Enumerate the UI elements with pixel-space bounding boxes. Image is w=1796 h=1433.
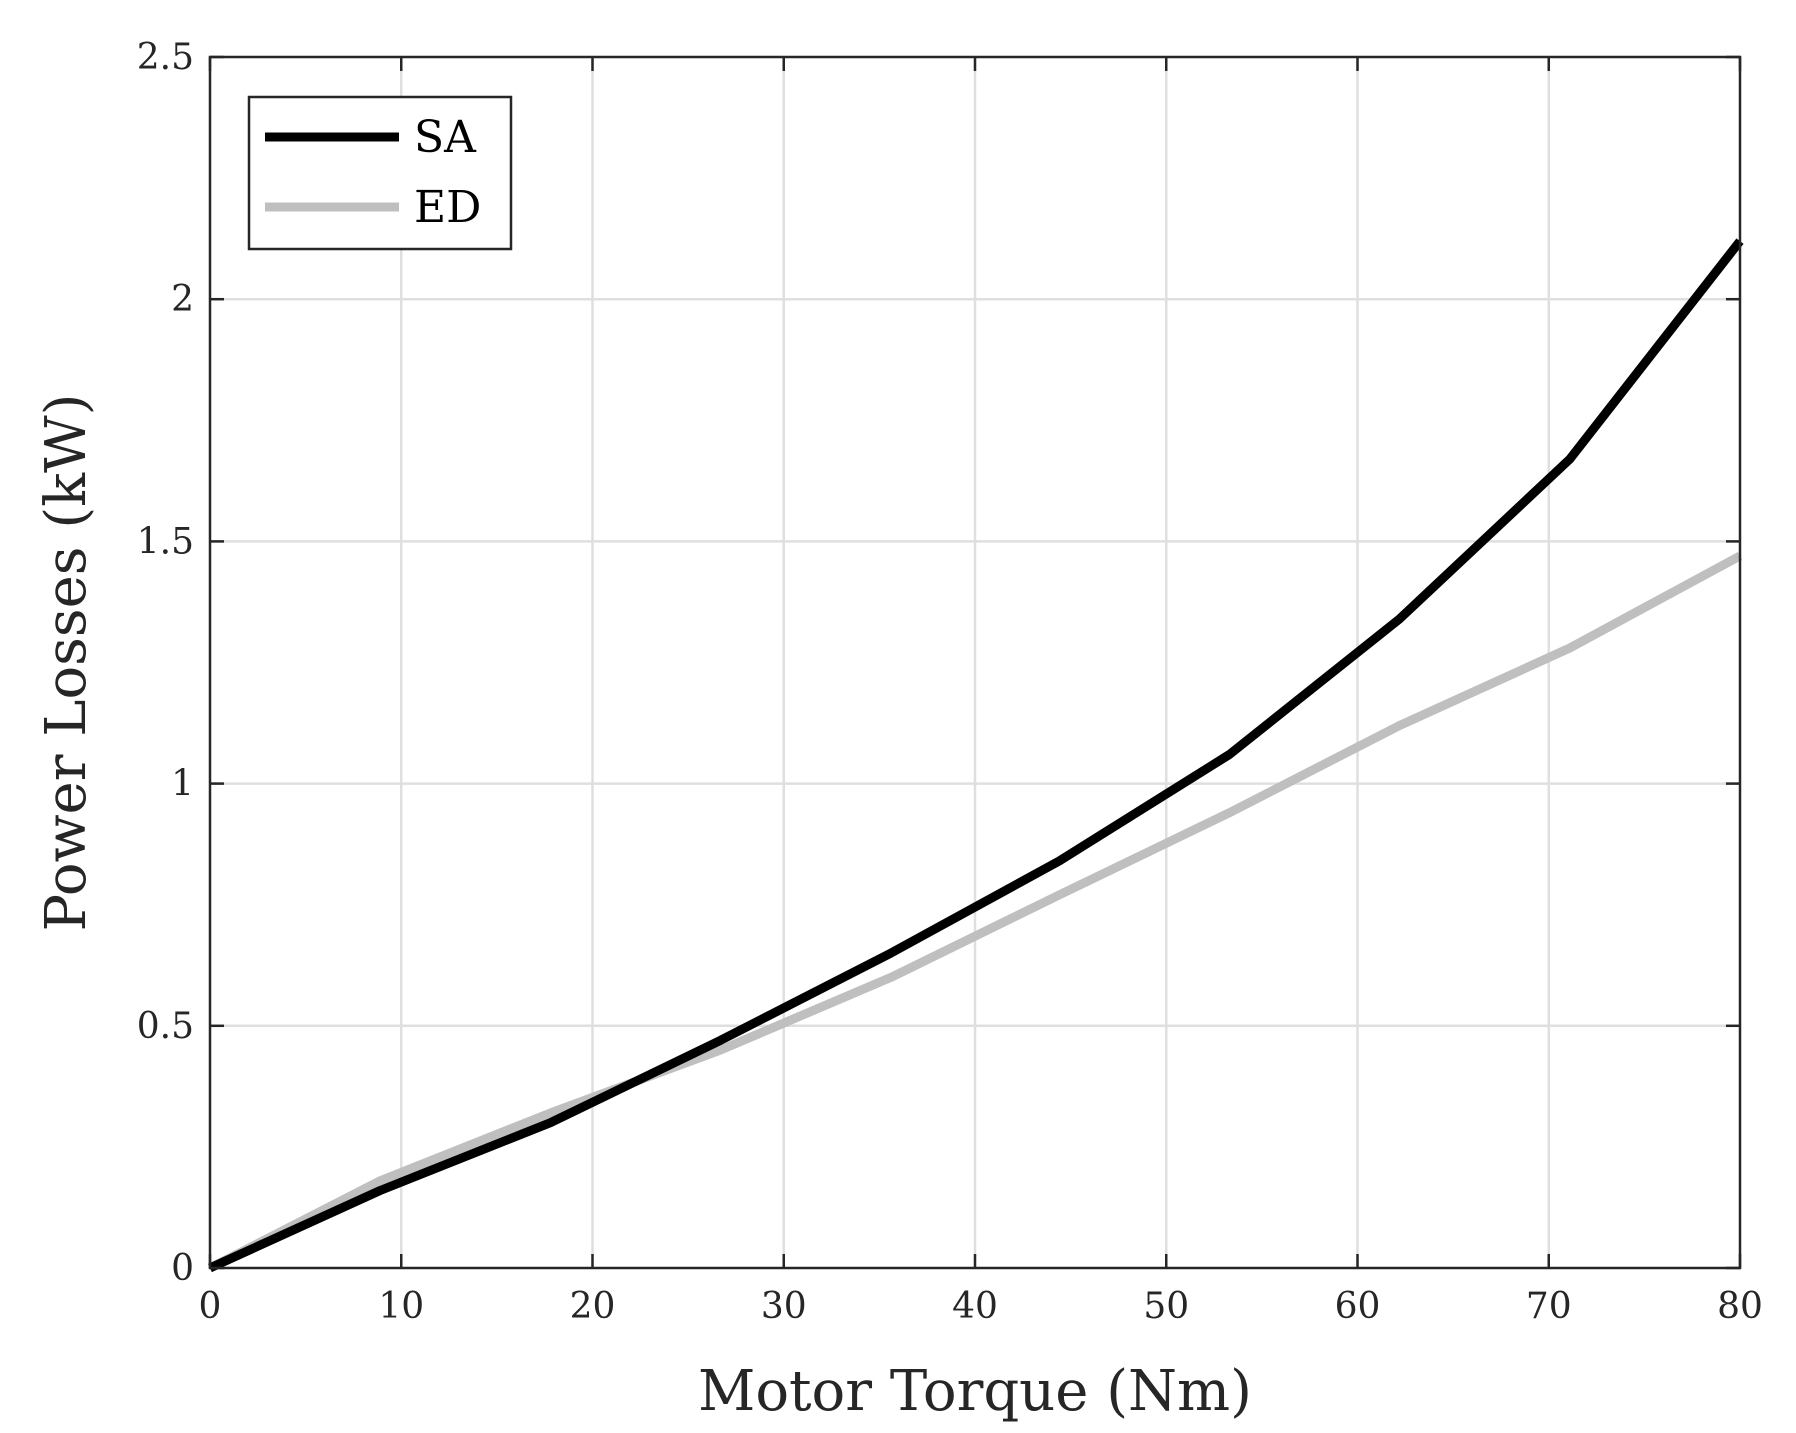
- legend-label-ed: ED: [414, 182, 481, 233]
- x-tick-label: 20: [570, 1286, 616, 1327]
- tick-labels: 0 10 20 30 40 50 60 70 80 0 0.5 1 1.5 2 2.5: [137, 37, 1763, 1327]
- y-tick-label: 2.5: [137, 37, 194, 78]
- x-tick-label: 50: [1143, 1286, 1189, 1327]
- x-tick-label: 10: [378, 1286, 424, 1327]
- x-tick-label: 40: [952, 1286, 998, 1327]
- x-tick-label: 30: [761, 1286, 807, 1327]
- y-axis-title: Power Losses (kW): [34, 393, 99, 931]
- series-line-sa: [208, 238, 1744, 1273]
- y-tick-label: 2: [171, 279, 194, 320]
- x-tick-label: 60: [1335, 1286, 1381, 1327]
- y-tick-label: 1.5: [137, 521, 194, 562]
- y-tick-label: 0: [171, 1248, 194, 1289]
- y-tick-label: 1: [171, 764, 194, 805]
- x-axis-title: Motor Torque (Nm): [698, 1359, 1252, 1424]
- tick-marks: [208, 55, 1742, 1270]
- y-tick-label: 0.5: [137, 1006, 194, 1047]
- x-tick-label: 80: [1717, 1286, 1763, 1327]
- x-tick-label: 0: [199, 1286, 222, 1327]
- legend: SA ED: [247, 95, 513, 251]
- x-tick-label: 70: [1526, 1286, 1572, 1327]
- legend-label-sa: SA: [414, 112, 477, 163]
- series-line-ed: [207, 551, 1743, 1273]
- series-lines: [207, 238, 1744, 1273]
- legend-box: [247, 95, 513, 251]
